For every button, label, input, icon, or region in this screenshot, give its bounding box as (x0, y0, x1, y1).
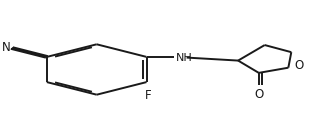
Text: F: F (145, 89, 151, 102)
Text: O: O (294, 59, 303, 72)
Text: O: O (254, 88, 263, 101)
Text: N: N (2, 41, 10, 54)
Text: NH: NH (175, 53, 192, 63)
